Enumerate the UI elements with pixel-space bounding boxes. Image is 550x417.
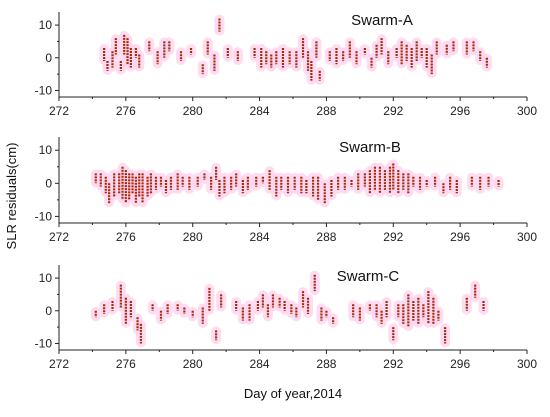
x-tick-label: 292 bbox=[383, 357, 403, 371]
residual-halo bbox=[204, 283, 215, 315]
residual-halo bbox=[209, 50, 220, 75]
x-tick-label: 272 bbox=[49, 104, 69, 118]
x-tick-label: 288 bbox=[316, 230, 336, 244]
y-tick-label: 10 bbox=[39, 271, 53, 285]
x-tick-label: 292 bbox=[383, 230, 403, 244]
x-tick-label: 280 bbox=[183, 357, 203, 371]
x-tick-label: 276 bbox=[116, 104, 136, 118]
y-tick-label: 10 bbox=[39, 18, 53, 32]
x-tick-label: 280 bbox=[183, 230, 203, 244]
panel-swarm-b: 272 276 280 284 288 292 296 300 -10 0 10 Swarm-B bbox=[35, 137, 537, 244]
panel-swarm-a: 272 276 280 284 288 292 296 300 -10 0 10 Swarm-A bbox=[35, 12, 537, 118]
panel-title: Swarm-C bbox=[337, 268, 400, 285]
residual-halo bbox=[125, 296, 136, 322]
y-tick-label: 0 bbox=[45, 304, 52, 318]
x-tick-label: 284 bbox=[250, 230, 270, 244]
x-tick-label: 288 bbox=[316, 357, 336, 371]
panel-swarm-c: 272 276 280 284 288 292 296 300 -10 0 10 Swarm-C bbox=[35, 265, 537, 371]
y-axis-title: SLR residuals(cm) bbox=[4, 143, 19, 250]
x-tick-label: 284 bbox=[250, 104, 270, 118]
x-tick-label: 296 bbox=[450, 230, 470, 244]
residual-halo bbox=[303, 293, 314, 319]
residual-halo bbox=[381, 296, 392, 322]
x-tick-label: 300 bbox=[517, 104, 537, 118]
residual-halo bbox=[440, 323, 451, 348]
x-tick-label: 300 bbox=[517, 230, 537, 244]
x-tick-label: 288 bbox=[316, 104, 336, 118]
y-tick-label: -10 bbox=[35, 83, 53, 97]
x-tick-label: 300 bbox=[517, 357, 537, 371]
residual-halo bbox=[244, 300, 255, 325]
y-tick-label: 0 bbox=[45, 51, 52, 65]
x-tick-label: 292 bbox=[383, 104, 403, 118]
x-tick-label: 280 bbox=[183, 104, 203, 118]
x-tick-label: 276 bbox=[116, 230, 136, 244]
panel-title: Swarm-A bbox=[351, 12, 413, 29]
panel-title: Swarm-B bbox=[339, 139, 401, 156]
x-tick-label: 276 bbox=[116, 357, 136, 371]
y-tick-label: 0 bbox=[45, 176, 52, 190]
y-tick-label: -10 bbox=[35, 209, 53, 223]
x-tick-label: 296 bbox=[450, 357, 470, 371]
y-tick-label: 10 bbox=[39, 143, 53, 157]
residual-halo bbox=[311, 37, 322, 62]
x-tick-label: 284 bbox=[250, 357, 270, 371]
x-tick-label: 272 bbox=[49, 230, 69, 244]
y-tick-label: -10 bbox=[35, 336, 53, 350]
x-tick-label: 272 bbox=[49, 357, 69, 371]
residual-halo bbox=[309, 270, 320, 296]
x-tick-label: 296 bbox=[450, 104, 470, 118]
x-axis-title: Day of year,2014 bbox=[244, 386, 342, 401]
